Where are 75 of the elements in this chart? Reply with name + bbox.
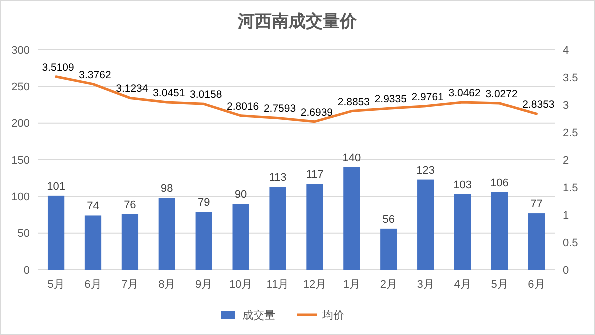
data-label: 2.9335 <box>374 94 408 106</box>
data-label: 76 <box>124 199 136 212</box>
x-tick-label: 12月 <box>303 279 327 291</box>
data-label: 103 <box>454 179 472 192</box>
data-label: 74 <box>87 200 100 213</box>
y-tick-label: 200 <box>12 118 30 130</box>
data-label: 2.6939 <box>300 106 334 119</box>
data-label: 106 <box>490 177 509 190</box>
bar <box>344 167 360 270</box>
bar <box>418 180 434 270</box>
y2-tick-label: 0.5 <box>563 237 578 250</box>
data-label: 98 <box>161 183 174 196</box>
data-label: 90 <box>234 189 248 201</box>
bar <box>158 198 176 270</box>
data-label: 123 <box>416 164 436 177</box>
bar <box>380 228 398 270</box>
data-label: 3.0451 <box>153 88 186 100</box>
bar <box>491 192 508 270</box>
y-tick-label: 100 <box>12 192 30 204</box>
y2-tick-label: 0 <box>563 264 570 277</box>
bar <box>84 216 102 270</box>
data-label: 3.0272 <box>486 88 518 101</box>
data-label: 2.8016 <box>227 100 260 113</box>
x-tick-label: 8月 <box>158 279 176 291</box>
data-label: 3.0158 <box>190 89 222 102</box>
data-label: 113 <box>269 172 287 184</box>
y-tick-label: 250 <box>12 82 30 94</box>
y2-tick-label: 2 <box>563 154 570 167</box>
bar <box>454 194 472 270</box>
data-label: 3.0462 <box>448 87 482 100</box>
x-tick-label: 6月 <box>528 279 546 291</box>
x-tick-label: 1月 <box>343 279 360 291</box>
x-tick-label: 9月 <box>196 279 213 291</box>
bar <box>306 184 324 270</box>
data-label: 2.7593 <box>264 103 296 116</box>
data-label: 2.8853 <box>338 96 370 108</box>
x-tick-label: 2月 <box>380 279 398 291</box>
bar <box>232 204 250 270</box>
chart-title: 河西南成交量价 <box>237 12 358 31</box>
y2-tick-label: 2.5 <box>563 127 578 140</box>
bar <box>196 212 212 270</box>
data-label: 3.1234 <box>116 83 148 96</box>
data-label: 101 <box>47 180 66 193</box>
data-label: 79 <box>198 197 210 210</box>
x-tick-label: 5月 <box>491 279 508 291</box>
bar <box>48 196 65 270</box>
x-tick-label: 3月 <box>417 279 434 291</box>
data-label: 140 <box>342 152 362 164</box>
x-tick-label: 6月 <box>84 279 102 291</box>
x-tick-label: 10月 <box>229 279 253 291</box>
legend-label: 均价 <box>322 310 344 322</box>
y2-tick-label: 3 <box>563 100 570 112</box>
data-label: 2.8353 <box>522 99 555 112</box>
data-label: 117 <box>306 169 324 182</box>
legend-label: 成交量 <box>242 308 276 322</box>
bar <box>270 187 286 270</box>
bar <box>122 214 139 270</box>
y2-tick-label: 1.5 <box>563 182 578 194</box>
y-tick-label: 300 <box>12 44 30 57</box>
data-label: 56 <box>382 214 396 226</box>
y-tick-label: 50 <box>18 228 30 240</box>
y-tick-label: 0 <box>24 264 30 277</box>
y-tick-label: 150 <box>12 154 30 167</box>
x-tick-label: 11月 <box>266 279 290 291</box>
x-tick-label: 7月 <box>122 279 139 291</box>
x-tick-label: 5月 <box>48 279 65 291</box>
data-label: 3.5109 <box>42 62 75 74</box>
data-label: 3.3762 <box>79 69 112 82</box>
y2-tick-label: 1 <box>563 210 570 222</box>
data-label: 77 <box>530 198 543 211</box>
data-label: 2.9761 <box>412 91 444 104</box>
y2-tick-label: 3.5 <box>563 72 578 84</box>
x-tick-label: 4月 <box>454 279 472 291</box>
y2-tick-label: 4 <box>563 44 570 57</box>
bar <box>528 214 546 270</box>
